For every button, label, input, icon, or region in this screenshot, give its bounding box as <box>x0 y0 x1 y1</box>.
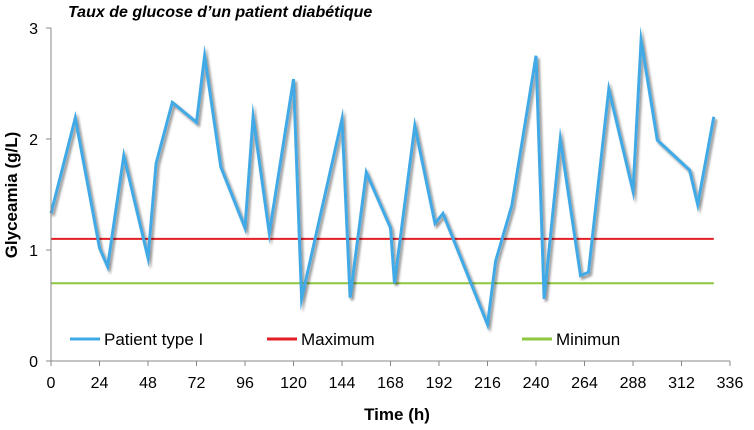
x-tick-label: 168 <box>377 375 404 392</box>
x-tick-label: 312 <box>668 375 695 392</box>
legend-label: Patient type I <box>104 330 203 349</box>
legend-label: Minimun <box>556 330 620 349</box>
x-axis-ticks: 0 24 48 72 96 120 144 168 192 216 240 264 288 312 336 <box>47 361 744 392</box>
y-tick-label: 2 <box>29 132 38 149</box>
y-tick-label: 0 <box>29 354 38 371</box>
x-tick-label: 240 <box>523 375 550 392</box>
x-tick-label: 120 <box>280 375 307 392</box>
x-axis-title: Time (h) <box>364 405 430 424</box>
y-axis-ticks: 0 1 2 3 <box>29 21 51 371</box>
x-tick-label: 264 <box>571 375 598 392</box>
x-tick-label: 288 <box>620 375 647 392</box>
y-tick-label: 3 <box>29 21 38 38</box>
x-tick-label: 336 <box>717 375 744 392</box>
legend-label: Maximum <box>301 330 375 349</box>
series-line-patient-type-i <box>49 26 716 331</box>
y-axis-title: Glyceamia (g/L) <box>2 132 21 259</box>
plot-area <box>49 26 716 331</box>
x-tick-label: 144 <box>329 375 356 392</box>
x-tick-label: 72 <box>188 375 206 392</box>
x-tick-label: 192 <box>426 375 453 392</box>
x-tick-label: 96 <box>236 375 254 392</box>
x-tick-label: 0 <box>47 375 56 392</box>
legend: Patient type I Maximum Minimun <box>70 330 620 349</box>
x-tick-label: 24 <box>91 375 109 392</box>
y-tick-label: 1 <box>29 243 38 260</box>
chart-title: Taux de glucose d’un patient diabétique <box>68 4 372 21</box>
x-tick-label: 216 <box>474 375 501 392</box>
x-tick-label: 48 <box>139 375 157 392</box>
